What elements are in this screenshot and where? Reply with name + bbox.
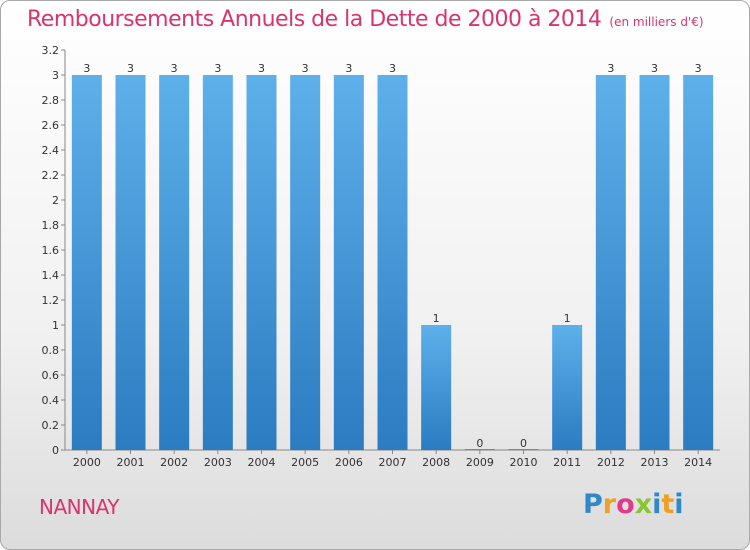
chart-unit: (en milliers d'€) xyxy=(609,15,704,29)
data-label-2004: 3 xyxy=(258,62,265,75)
bar-2001 xyxy=(115,75,146,450)
data-label-2010: 0 xyxy=(520,437,527,450)
y-tick-label: 2.2 xyxy=(42,169,60,182)
x-tick-label-2000: 2000 xyxy=(73,456,101,469)
x-tick-label-2011: 2011 xyxy=(553,456,581,469)
data-label-2012: 3 xyxy=(607,62,614,75)
data-label-2001: 3 xyxy=(127,62,134,75)
data-label-2008: 1 xyxy=(433,312,440,325)
y-tick-label: 2.4 xyxy=(42,144,60,157)
bar-2005 xyxy=(290,75,321,450)
bar-2010 xyxy=(508,449,539,450)
y-tick-label: 2 xyxy=(52,194,59,207)
y-tick-label: 0.8 xyxy=(42,344,60,357)
data-label-2009: 0 xyxy=(476,437,483,450)
y-tick-label: 1.6 xyxy=(42,244,60,257)
proxiti-logo: Proxiti xyxy=(583,489,684,520)
chart-title: Remboursements Annuels de la Dette de 20… xyxy=(27,7,704,32)
bar-2011 xyxy=(552,325,583,450)
bar-2013 xyxy=(639,75,670,450)
data-label-2003: 3 xyxy=(214,62,221,75)
data-label-2006: 3 xyxy=(345,62,352,75)
x-tick-label-2012: 2012 xyxy=(597,456,625,469)
chart-title-text: Remboursements Annuels de la Dette de 20… xyxy=(27,7,602,32)
bar-2003 xyxy=(202,75,233,450)
y-tick-label: 3.2 xyxy=(42,44,60,57)
bar-2002 xyxy=(159,75,190,450)
bar-2000 xyxy=(71,75,102,450)
x-tick-label-2008: 2008 xyxy=(422,456,450,469)
x-tick-label-2014: 2014 xyxy=(684,456,712,469)
data-label-2013: 3 xyxy=(651,62,658,75)
y-tick-label: 1.8 xyxy=(42,219,60,232)
bar-2006 xyxy=(333,75,364,450)
y-tick-label: 1.2 xyxy=(42,294,60,307)
data-label-2007: 3 xyxy=(389,62,396,75)
y-tick-label: 0.6 xyxy=(42,369,60,382)
bar-2009 xyxy=(464,449,495,450)
x-tick-label-2006: 2006 xyxy=(335,456,363,469)
x-tick-label-2003: 2003 xyxy=(204,456,232,469)
commune-name: NANNAY xyxy=(39,495,119,519)
x-tick-label-2010: 2010 xyxy=(510,456,538,469)
bar-2012 xyxy=(595,75,626,450)
x-tick-label-2002: 2002 xyxy=(160,456,188,469)
bar-2004 xyxy=(246,75,277,450)
y-tick-label: 1 xyxy=(52,319,59,332)
x-tick-label-2004: 2004 xyxy=(248,456,276,469)
x-tick-label-2001: 2001 xyxy=(117,456,145,469)
data-label-2005: 3 xyxy=(302,62,309,75)
x-tick-label-2009: 2009 xyxy=(466,456,494,469)
chart-data-labels: 3 3 3 3 3 3 3 3 1 0 0 1 3 3 3 xyxy=(83,62,701,450)
bar-2008 xyxy=(421,325,452,450)
y-tick-label: 0 xyxy=(52,444,59,457)
y-tick-label: 0.2 xyxy=(42,419,60,432)
bar-2014 xyxy=(683,75,714,450)
data-label-2002: 3 xyxy=(171,62,178,75)
x-tick-label-2013: 2013 xyxy=(641,456,669,469)
chart-axes: 0 0.2 0.4 0.6 0.8 1 1.2 1.4 1.6 1.8 2 2.2 2.4 2.6 2.8 3… xyxy=(42,44,720,469)
data-label-2014: 3 xyxy=(695,62,702,75)
y-tick-label: 3 xyxy=(52,69,59,82)
chart-bars xyxy=(71,75,714,450)
bar-2007 xyxy=(377,75,408,450)
data-label-2000: 3 xyxy=(83,62,90,75)
x-tick-label-2007: 2007 xyxy=(379,456,407,469)
y-tick-label: 2.6 xyxy=(42,119,60,132)
y-tick-label: 0.4 xyxy=(42,394,60,407)
data-label-2011: 1 xyxy=(564,312,571,325)
y-tick-label: 2.8 xyxy=(42,94,60,107)
y-tick-label: 1.4 xyxy=(42,269,60,282)
x-tick-label-2005: 2005 xyxy=(291,456,319,469)
